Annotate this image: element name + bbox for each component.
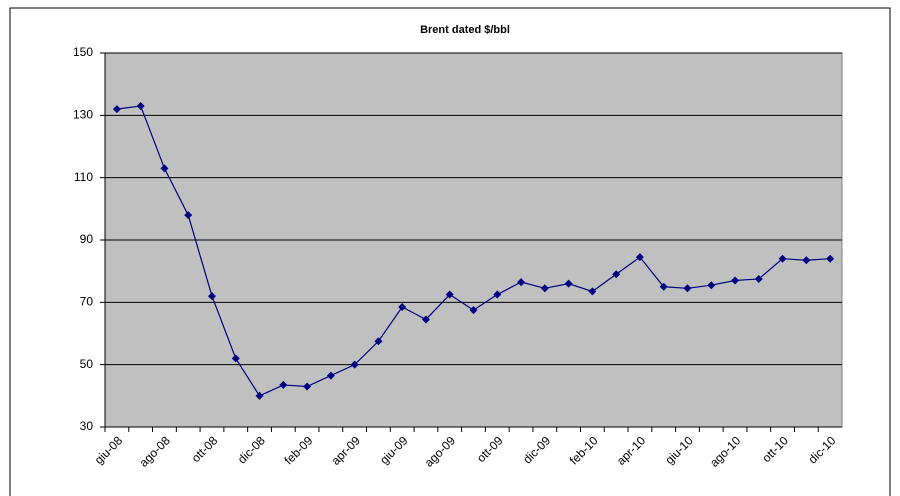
marker	[683, 284, 692, 293]
marker	[564, 279, 573, 288]
y-tick-label: 70	[80, 295, 94, 309]
marker	[350, 360, 359, 369]
marker	[635, 253, 644, 262]
y-tick-label: 30	[80, 419, 94, 433]
marker	[778, 254, 787, 263]
marker	[184, 211, 193, 220]
marker	[707, 281, 716, 290]
marker	[326, 371, 335, 380]
marker	[207, 292, 216, 301]
marker	[802, 256, 811, 265]
marker	[421, 315, 430, 324]
y-tick-label: 130	[73, 108, 93, 122]
marker	[517, 278, 526, 287]
marker	[659, 282, 668, 291]
chart-title: Brent dated $/bbl	[420, 24, 510, 36]
marker	[255, 391, 264, 400]
marker	[445, 290, 454, 299]
marker	[279, 380, 288, 389]
marker	[231, 354, 240, 363]
marker	[112, 105, 121, 114]
marker	[398, 303, 407, 312]
marker	[493, 290, 502, 299]
marker	[160, 164, 169, 173]
y-tick-label: 110	[74, 170, 93, 184]
marker	[136, 101, 145, 110]
y-tick-label: 90	[80, 232, 94, 246]
marker	[731, 276, 740, 285]
marker	[754, 274, 763, 283]
y-tick-label: 50	[80, 357, 94, 371]
y-tick-label: 150	[73, 45, 93, 59]
marker	[540, 284, 549, 293]
marker	[303, 382, 312, 391]
marker	[374, 337, 383, 346]
marker	[826, 254, 835, 263]
marker	[469, 306, 478, 315]
marker	[588, 287, 597, 296]
marker	[612, 270, 621, 279]
